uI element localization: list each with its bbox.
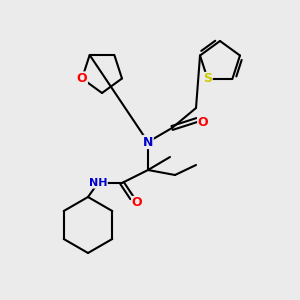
Text: N: N <box>143 136 153 148</box>
Text: NH: NH <box>89 178 107 188</box>
Text: O: O <box>77 72 87 85</box>
Text: O: O <box>132 196 142 209</box>
Text: O: O <box>198 116 208 130</box>
Text: S: S <box>203 73 212 85</box>
